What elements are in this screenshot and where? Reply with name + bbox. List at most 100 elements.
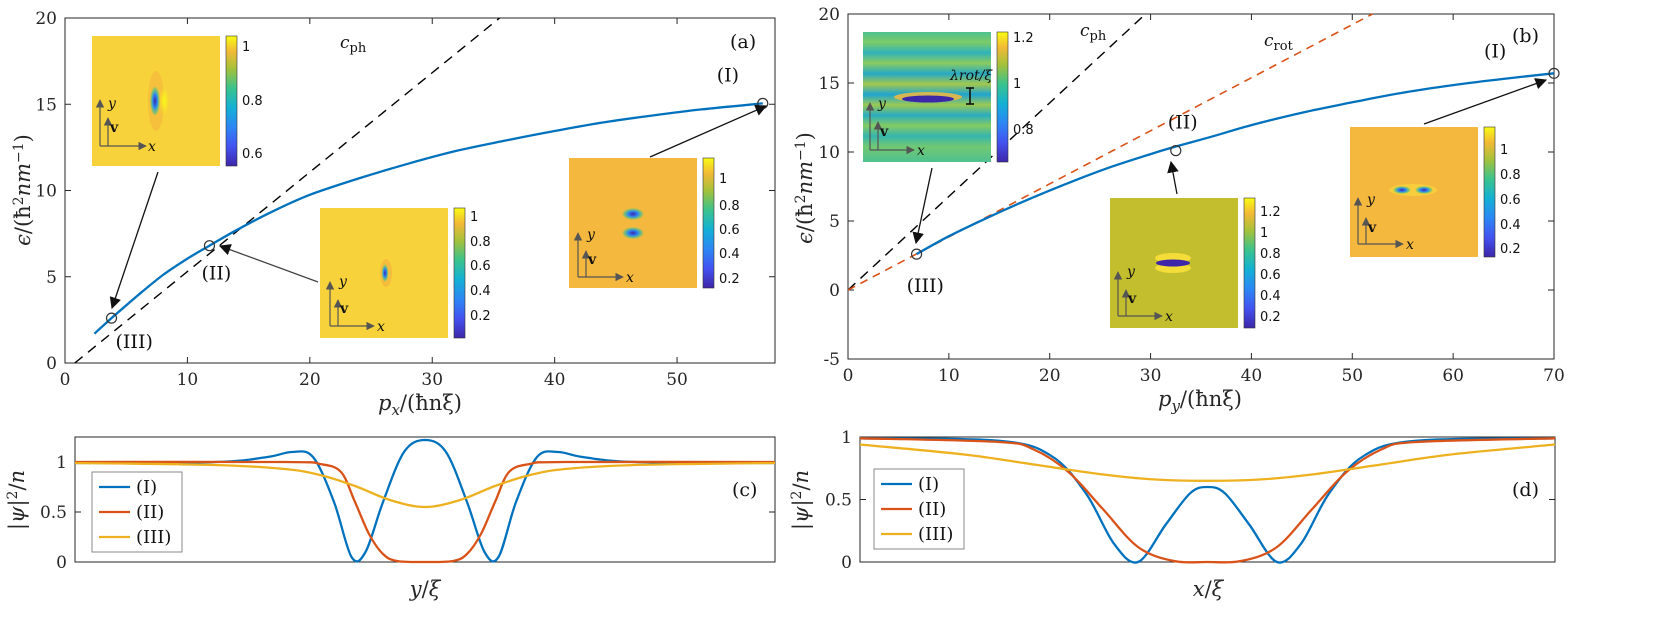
panel-b-xlabel: py/(ħnξ) xyxy=(1158,387,1242,415)
xtick-label: 50 xyxy=(1341,366,1363,386)
xtick-label: 40 xyxy=(1241,366,1263,386)
inset-a-I-image xyxy=(569,158,697,288)
panel-c-xlabel: y/ξ xyxy=(409,577,442,601)
ytick-label: -5 xyxy=(823,350,840,370)
inset-b-I-xlab: x xyxy=(1406,237,1414,253)
panel-d-xlabel: x/ξ xyxy=(1193,577,1225,601)
panel-a-cph-line xyxy=(74,17,501,364)
inset-a-II-cb-t3: 0.4 xyxy=(470,284,491,299)
xtick-label: 50 xyxy=(666,370,688,390)
inset-b-I-cb-t1: 0.8 xyxy=(1500,168,1521,183)
series-line-I xyxy=(74,438,776,563)
inset-b-II-cb-t3: 0.6 xyxy=(1260,268,1281,283)
inset-b-II-cb-t2: 0.8 xyxy=(1260,247,1281,262)
series-line-I xyxy=(859,437,1556,564)
panel-b-dispersion-curve xyxy=(916,72,1555,256)
point-label: (III) xyxy=(116,331,153,353)
panel-b-y-ticks: -5 0 5 10 15 20 xyxy=(818,5,1554,370)
inset-a-III: y x v 1 0.8 0.6 xyxy=(92,35,263,167)
inset-a-I: y x v 1 0.8 0.6 0.4 0.2 xyxy=(569,157,740,289)
ytick-label: 0.5 xyxy=(825,491,852,511)
panel-d: 00.51 x/ξ |ψ|2/n (d) (I) (II) (III) xyxy=(789,428,1556,601)
ytick-label: 20 xyxy=(35,9,57,29)
point-marker xyxy=(105,312,118,324)
panel-c: 0 0.5 1 y/ξ |ψ|2/n (c) (I) (II) (III) xyxy=(5,436,776,601)
inset-b-III-cb-t0: 1.2 xyxy=(1013,31,1034,46)
panel-c-legend-I: (I) xyxy=(136,477,157,498)
point-marker xyxy=(1170,145,1182,157)
point-label: (II) xyxy=(201,263,231,285)
xtick-label: 10 xyxy=(177,370,199,390)
xtick-label: 30 xyxy=(421,370,443,390)
inset-b-III-ylab: y xyxy=(877,96,887,112)
panel-c-label: (c) xyxy=(732,479,757,501)
panel-d-ylabel: |ψ|2/n xyxy=(789,470,814,530)
inset-b-II-ylab: y xyxy=(1126,264,1136,280)
xtick-label: 60 xyxy=(1442,366,1464,386)
panel-d-legend-II: (II) xyxy=(918,499,946,520)
inset-b-II-cb-t0: 1.2 xyxy=(1260,205,1281,220)
inset-b-I-vortex-2 xyxy=(1415,186,1433,194)
ytick-label: 10 xyxy=(35,182,57,202)
xtick-label: 20 xyxy=(299,370,321,390)
point-marker xyxy=(203,240,216,252)
inset-a-II-ylab: y xyxy=(338,274,348,290)
inset-a-I-cb-t0: 1 xyxy=(719,172,727,187)
inset-a-III-colorbar xyxy=(225,35,238,167)
panel-d-legend: (I) (II) (III) xyxy=(873,468,965,550)
inset-a-III-cb-t2: 0.6 xyxy=(242,147,263,162)
inset-a-III-cb-t0: 1 xyxy=(242,40,250,55)
inset-a-I-cb-t1: 0.8 xyxy=(719,199,740,214)
inset-b-I-vlab: v xyxy=(1367,220,1377,236)
series-line-III xyxy=(74,461,776,509)
inset-b-I-cb-t4: 0.2 xyxy=(1500,242,1521,257)
panel-a-x-ticks: 0 10 20 30 40 50 xyxy=(60,18,688,390)
ytick-label: 0 xyxy=(56,553,67,573)
panel-a-ylabel: ϵ/(ħ2nm−1) xyxy=(11,134,35,246)
inset-a-II-cb-t1: 0.8 xyxy=(470,235,491,250)
panel-a-arrow-III xyxy=(109,171,159,310)
ytick-label: 0.5 xyxy=(40,503,67,523)
inset-a-I-vlab: v xyxy=(587,252,597,268)
inset-a-III-xlab: x xyxy=(148,139,156,155)
ytick-label: 0 xyxy=(841,553,852,573)
inset-a-II: y x v 1 0.8 0.6 0.4 0.2 xyxy=(320,207,491,339)
panel-b-points: (I) (II) (III) xyxy=(907,40,1560,297)
inset-b-II-cb-t4: 0.4 xyxy=(1260,289,1281,304)
inset-b-I-ylab: y xyxy=(1366,192,1376,208)
xtick-label: 30 xyxy=(1140,366,1162,386)
point-marker xyxy=(1548,67,1560,79)
panel-d-series xyxy=(859,437,1556,564)
panel-b-label: (b) xyxy=(1512,25,1539,47)
panel-a-label: (a) xyxy=(730,31,756,53)
panel-d-legend-III: (III) xyxy=(918,524,953,545)
point-label: (I) xyxy=(717,64,739,86)
panel-b-arrow-I xyxy=(1423,78,1548,125)
panel-a-arrow-I xyxy=(649,104,768,158)
inset-a-II-xlab: x xyxy=(377,319,385,335)
ytick-label: 0 xyxy=(46,354,57,374)
point-label: (III) xyxy=(907,275,944,297)
inset-a-II-vlab: v xyxy=(339,301,349,317)
point-label: (I) xyxy=(1484,40,1506,62)
inset-b-I-cb-t0: 1 xyxy=(1500,143,1508,158)
inset-b-III-cb-t2: 0.8 xyxy=(1013,123,1034,138)
panel-d-y-ticks: 00.51 xyxy=(825,428,1555,573)
inset-b-I-vortex-1 xyxy=(1393,186,1411,194)
xtick-label: 10 xyxy=(938,366,960,386)
ytick-label: 1 xyxy=(56,453,67,473)
inset-b-II-xlab: x xyxy=(1165,309,1173,325)
xtick-label: 70 xyxy=(1543,366,1565,386)
xtick-label: 0 xyxy=(843,366,854,386)
inset-a-II-vortex xyxy=(381,264,389,282)
inset-b-II-vlab: v xyxy=(1127,291,1137,307)
inset-b-II: y x v 1.2 1 0.8 0.6 0.4 0.2 xyxy=(1110,197,1281,329)
inset-a-II-cb-t0: 1 xyxy=(470,210,478,225)
inset-b-III-lambda: λrot/ξ xyxy=(949,68,993,84)
panel-a-cph-label: cph xyxy=(340,33,367,56)
inset-b-III-xlab: x xyxy=(917,143,925,159)
panel-b-arrow-II xyxy=(1167,160,1179,195)
inset-a-I-vortex-2 xyxy=(622,227,644,239)
inset-a-I-ylab: y xyxy=(586,227,596,243)
